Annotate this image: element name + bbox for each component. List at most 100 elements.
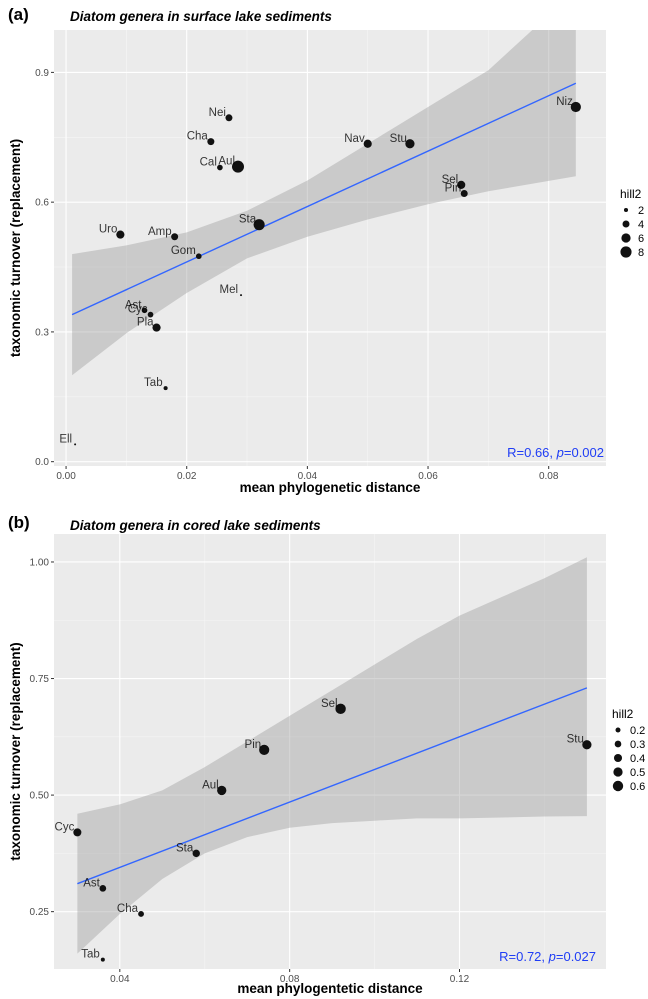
legend-label: 8 bbox=[638, 247, 644, 259]
legend-key bbox=[614, 740, 622, 748]
data-point-sel bbox=[457, 180, 466, 189]
stat-p-symbol: p bbox=[548, 949, 556, 964]
point-label-pin: Pin bbox=[445, 183, 462, 195]
data-point-niz bbox=[570, 101, 581, 113]
point-label-tab: Tab bbox=[144, 377, 163, 389]
data-point-ast bbox=[99, 885, 107, 892]
legend-label: 0.6 bbox=[630, 781, 645, 793]
point-label-pla: Pla bbox=[137, 317, 154, 329]
data-point-uro bbox=[116, 230, 125, 239]
point-label-sel: Sel bbox=[442, 174, 459, 186]
legend-key bbox=[612, 780, 624, 792]
x-axis-title: mean phylogenetic distance bbox=[240, 480, 421, 495]
data-point-tab bbox=[100, 957, 105, 962]
data-point-gom bbox=[195, 253, 202, 260]
point-label-sta: Sta bbox=[176, 842, 194, 854]
y-axis-title: taxonomic turnover (replacement) bbox=[8, 642, 23, 860]
x-axis-title: mean phylogentetic distance bbox=[237, 981, 423, 996]
data-point-pin bbox=[460, 190, 468, 197]
data-point-cha bbox=[138, 911, 144, 917]
size-legend: hill2 2 4 6 8 bbox=[620, 187, 644, 259]
data-point-stu bbox=[582, 740, 592, 750]
legend-key bbox=[615, 727, 621, 733]
x-tick-label: 0.08 bbox=[280, 974, 300, 985]
y-tick-label: 0.6 bbox=[35, 198, 49, 209]
point-label-ast: Ast bbox=[125, 299, 142, 311]
data-point-amp bbox=[171, 233, 179, 241]
confidence-band bbox=[77, 557, 587, 954]
point-label-ell: Ell bbox=[59, 433, 72, 445]
point-label-niz: Niz bbox=[556, 96, 573, 108]
y-tick-label: 0.50 bbox=[30, 791, 50, 802]
legend-label: 0.4 bbox=[630, 753, 645, 765]
y-tick-label: 0.3 bbox=[35, 327, 49, 338]
data-point-ell bbox=[74, 443, 77, 446]
x-tick-label: 0.04 bbox=[110, 974, 130, 985]
data-point-cyc bbox=[73, 828, 82, 837]
data-point-pla bbox=[152, 323, 161, 332]
x-tick-label: 0.12 bbox=[450, 974, 470, 985]
point-label-ast: Ast bbox=[83, 877, 100, 889]
panel-b: 0.04 0.08 0.12 0.25 0.50 0.75 1.00 Sel Pin Stu Aul… bbox=[8, 513, 645, 996]
legend-label: 6 bbox=[638, 233, 644, 245]
point-label-aul: Aul bbox=[202, 779, 219, 791]
correlation-stat: R=0.72, p=0.027 bbox=[499, 949, 596, 964]
y-tick-label: 1.00 bbox=[30, 557, 50, 568]
point-label-amp: Amp bbox=[148, 226, 172, 238]
data-point-sta bbox=[192, 849, 200, 858]
legend-key bbox=[620, 246, 632, 258]
plot-background bbox=[54, 534, 606, 969]
x-tick-label: 0.04 bbox=[298, 471, 318, 482]
data-point-tab bbox=[163, 386, 168, 391]
stat-p-symbol: p bbox=[556, 445, 564, 460]
point-label-nei: Nei bbox=[209, 107, 226, 119]
stat-suffix: =0.002 bbox=[564, 445, 604, 460]
data-point-aul bbox=[232, 160, 244, 173]
stat-prefix: R=0.72, bbox=[499, 949, 549, 964]
chart-title: Diatom genera in cored lake sediments bbox=[70, 518, 321, 533]
data-point-nei bbox=[225, 114, 233, 122]
regression-line bbox=[77, 687, 588, 885]
stat-suffix: =0.027 bbox=[556, 949, 596, 964]
point-label-stu: Stu bbox=[390, 133, 407, 145]
data-point-cal bbox=[217, 164, 223, 171]
point-label-aul: Aul bbox=[218, 156, 235, 168]
data-point-mel bbox=[240, 294, 243, 297]
x-tick-label: 0.08 bbox=[539, 471, 559, 482]
data-point-aul bbox=[217, 785, 227, 796]
legend-key bbox=[623, 207, 629, 213]
point-label-cal: Cal bbox=[200, 157, 217, 169]
x-tick-label: 0.02 bbox=[177, 471, 197, 482]
plot-background bbox=[54, 30, 606, 466]
legend-label: 0.2 bbox=[630, 725, 645, 737]
legend-label: 2 bbox=[638, 205, 644, 217]
point-label-gom: Gom bbox=[171, 245, 196, 257]
size-legend: hill2 0.2 0.3 0.4 0.5 0.6 bbox=[612, 707, 645, 793]
x-tick-label: 0.06 bbox=[418, 471, 438, 482]
legend-label: 0.5 bbox=[630, 767, 645, 779]
legend-key bbox=[622, 220, 630, 228]
data-point-cha bbox=[207, 138, 215, 146]
chart-title: Diatom genera in surface lake sediments bbox=[70, 9, 332, 24]
panel-a: 0.00 0.02 0.04 0.06 0.08 0.0 0.3 0.6 0.9 Niz NeiCh… bbox=[8, 5, 644, 495]
y-tick-label: 0.0 bbox=[35, 457, 49, 468]
regression-line bbox=[71, 82, 577, 316]
point-label-mel: Mel bbox=[219, 284, 238, 296]
data-point-sta bbox=[253, 219, 265, 231]
point-label-cyc: Cyc bbox=[128, 304, 148, 316]
data-point-nav bbox=[363, 139, 372, 148]
point-label-sta: Sta bbox=[239, 214, 257, 226]
point-label-cyc: Cyc bbox=[55, 821, 75, 833]
legend-label: 4 bbox=[638, 219, 644, 231]
data-point-sel bbox=[335, 703, 346, 715]
x-tick-label: 0.00 bbox=[56, 471, 76, 482]
point-label-nav: Nav bbox=[344, 133, 365, 145]
legend-label: 0.3 bbox=[630, 739, 645, 751]
legend-key bbox=[613, 767, 623, 777]
correlation-stat: R=0.66, p=0.002 bbox=[507, 445, 604, 460]
point-label-cha: Cha bbox=[117, 903, 139, 915]
confidence-band bbox=[72, 30, 576, 376]
point-label-cha: Cha bbox=[187, 131, 209, 143]
data-point-cyc bbox=[147, 311, 154, 318]
